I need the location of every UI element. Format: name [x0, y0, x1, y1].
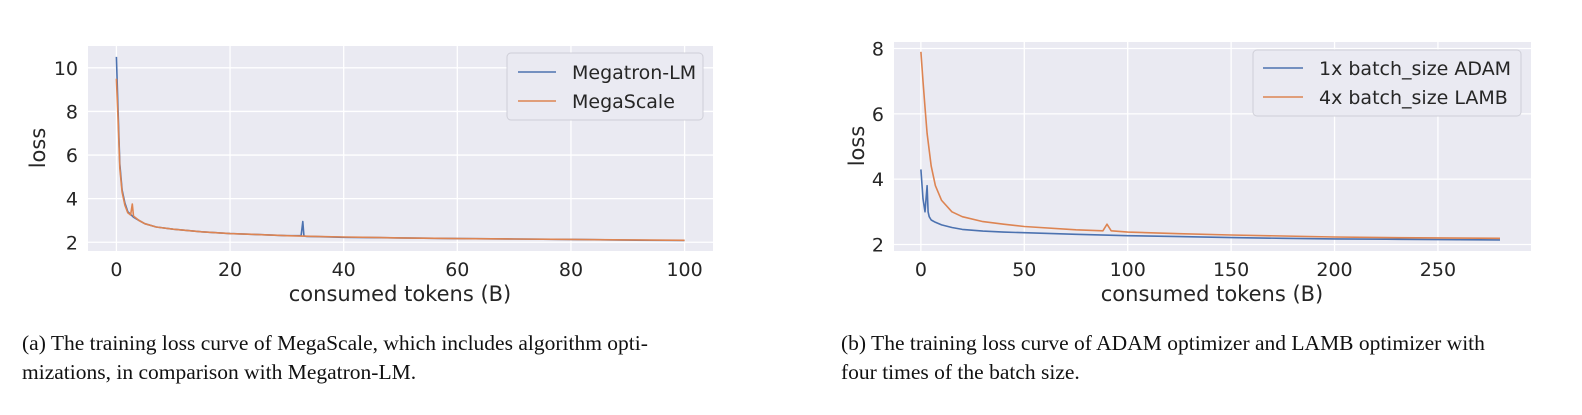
chart-a-xtick-label: 100	[666, 259, 702, 281]
chart-a-xtick-label: 0	[110, 259, 122, 281]
chart-a-legend-label-0: Megatron-LM	[572, 62, 696, 84]
caption-a: (a) The training loss curve of MegaScale…	[22, 329, 742, 387]
chart-b-legend-box	[1252, 49, 1522, 117]
chart-a-series-1-line	[115, 78, 685, 242]
caption-b: (b) The training loss curve of ADAM opti…	[841, 329, 1561, 387]
chart-a-xticks: 0 20 40 60 80 100	[110, 259, 702, 281]
chart-b-ylabel: loss	[845, 126, 869, 167]
chart-b-series	[920, 51, 1501, 241]
chart-a-ytick-label: 6	[66, 145, 78, 167]
caption-a-line-1: (a) The training loss curve of MegaScale…	[22, 331, 648, 355]
chart-b-legend-label-0: 1x batch_size ADAM	[1319, 58, 1511, 80]
chart-b-yticks: 2 4 6 8	[872, 39, 884, 257]
chart-b-xtick-label: 0	[915, 259, 927, 281]
chart-b-ytick-label: 8	[872, 39, 884, 61]
chart-b-ytick-label: 4	[872, 169, 884, 191]
caption-b-line-2: four times of the batch size.	[841, 360, 1080, 384]
chart-a-series	[115, 56, 685, 242]
caption-a-line-2: mizations, in comparison with Megatron-L…	[22, 360, 417, 384]
chart-b-legend: 1x batch_size ADAM 4x batch_size LAMB	[1252, 49, 1522, 117]
chart-b-xtick-label: 200	[1316, 259, 1352, 281]
chart-a-legend-box	[506, 52, 704, 121]
chart-b-xlabel: consumed tokens (B)	[1101, 282, 1323, 306]
chart-a-ytick-label: 2	[66, 232, 78, 254]
chart-b-xtick-label: 100	[1110, 259, 1146, 281]
chart-a-ytick-label: 10	[54, 58, 78, 80]
chart-a-yticks: 2 4 6 8 10	[54, 58, 78, 254]
chart-a-ytick-label: 4	[66, 189, 78, 211]
chart-a-legend-label-1: MegaScale	[572, 91, 675, 113]
chart-b-ytick-label: 2	[872, 234, 884, 256]
chart-a-xtick-label: 20	[218, 259, 242, 281]
chart-b-xticks: 0 50 100 150 200 250	[915, 259, 1456, 281]
chart-b-xtick-label: 150	[1213, 259, 1249, 281]
chart-b: 0 50 100 150 200 250 2 4 6 8 consumed tokens (B)…	[845, 39, 1531, 306]
chart-b-series-0-line	[920, 169, 1501, 241]
chart-b-xtick-label: 50	[1012, 259, 1036, 281]
chart-b-legend-label-1: 4x batch_size LAMB	[1319, 87, 1508, 109]
chart-a-xtick-label: 60	[445, 259, 469, 281]
chart-b-ytick-label: 6	[872, 104, 884, 126]
chart-a-xtick-label: 80	[559, 259, 583, 281]
chart-b-series-1-line	[920, 51, 1501, 240]
chart-a-xlabel: consumed tokens (B)	[289, 282, 511, 306]
chart-a-ylabel: loss	[26, 128, 50, 169]
chart-a-legend: Megatron-LM MegaScale	[506, 52, 704, 121]
chart-b-grid	[894, 42, 1531, 251]
chart-b-xtick-label: 250	[1420, 259, 1456, 281]
chart-a-ytick-label: 8	[66, 101, 78, 123]
chart-a-xtick-label: 40	[332, 259, 356, 281]
caption-b-line-1: (b) The training loss curve of ADAM opti…	[841, 331, 1485, 355]
